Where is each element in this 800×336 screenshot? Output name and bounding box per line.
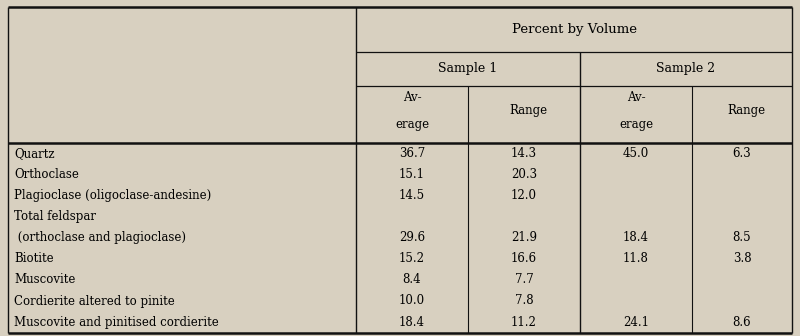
Text: Sample 1: Sample 1	[438, 62, 498, 75]
Text: 15.1: 15.1	[399, 168, 425, 181]
Text: 3.8: 3.8	[733, 252, 751, 265]
Text: 14.5: 14.5	[399, 189, 425, 202]
Text: 45.0: 45.0	[623, 147, 649, 160]
Text: 7.7: 7.7	[514, 274, 534, 286]
Text: Percent by Volume: Percent by Volume	[511, 23, 637, 36]
Text: 6.3: 6.3	[733, 147, 751, 160]
Text: 14.3: 14.3	[511, 147, 537, 160]
Text: 15.2: 15.2	[399, 252, 425, 265]
Text: (orthoclase and plagioclase): (orthoclase and plagioclase)	[14, 231, 186, 244]
Text: Muscovite: Muscovite	[14, 274, 76, 286]
Text: Orthoclase: Orthoclase	[14, 168, 79, 181]
Text: 18.4: 18.4	[399, 316, 425, 329]
Text: Av-: Av-	[402, 91, 422, 104]
Text: 20.3: 20.3	[511, 168, 537, 181]
Text: 8.4: 8.4	[402, 274, 422, 286]
Text: 10.0: 10.0	[399, 294, 425, 307]
Text: Biotite: Biotite	[14, 252, 54, 265]
Text: Total feldspar: Total feldspar	[14, 210, 97, 223]
Text: 8.6: 8.6	[733, 316, 751, 329]
Text: 7.8: 7.8	[514, 294, 534, 307]
Text: erage: erage	[619, 118, 653, 131]
Text: Sample 2: Sample 2	[657, 62, 715, 75]
Text: Plagioclase (oligoclase-andesine): Plagioclase (oligoclase-andesine)	[14, 189, 212, 202]
Text: 12.0: 12.0	[511, 189, 537, 202]
Text: 11.2: 11.2	[511, 316, 537, 329]
Text: Range: Range	[727, 104, 765, 117]
Text: Range: Range	[509, 104, 547, 117]
Text: Muscovite and pinitised cordierite: Muscovite and pinitised cordierite	[14, 316, 219, 329]
Text: Cordierite altered to pinite: Cordierite altered to pinite	[14, 294, 175, 307]
Text: 16.6: 16.6	[511, 252, 537, 265]
Text: erage: erage	[395, 118, 429, 131]
Text: 21.9: 21.9	[511, 231, 537, 244]
Text: 36.7: 36.7	[399, 147, 425, 160]
Text: 8.5: 8.5	[733, 231, 751, 244]
Text: 24.1: 24.1	[623, 316, 649, 329]
Text: Quartz: Quartz	[14, 147, 55, 160]
Text: Av-: Av-	[626, 91, 646, 104]
Text: 11.8: 11.8	[623, 252, 649, 265]
Text: 29.6: 29.6	[399, 231, 425, 244]
Text: 18.4: 18.4	[623, 231, 649, 244]
